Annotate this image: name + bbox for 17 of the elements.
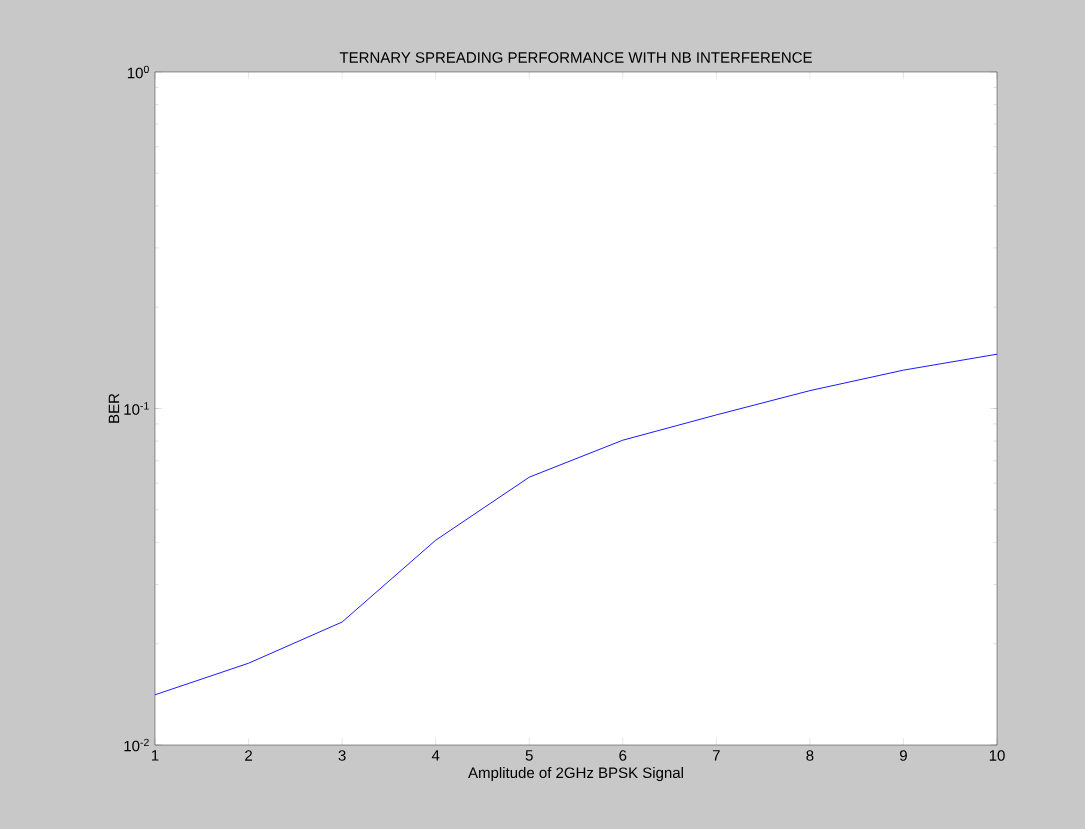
x-tick-label: 8 — [806, 750, 814, 761]
x-tick-label: 5 — [525, 750, 533, 761]
x-tick-label: 10 — [989, 750, 1005, 761]
x-tick-label: 2 — [245, 750, 252, 761]
x-axis-title: Amplitude of 2GHz BPSK Signal — [468, 767, 683, 781]
y-tick-label: 10$^{0}$ — [127, 65, 149, 79]
y-tick-label: 10$^{-1}$ — [124, 402, 149, 415]
line-series — [155, 353, 998, 696]
x-tick-label: 1 — [151, 750, 159, 761]
x-tick-label: 6 — [619, 750, 627, 761]
x-tick-label: 3 — [338, 750, 346, 761]
x-tick-label: 7 — [712, 750, 720, 761]
y-axis-title: BER — [108, 393, 120, 423]
y-tick-label: 10$^{-2}$ — [124, 738, 149, 752]
x-tick-label: 9 — [899, 750, 907, 761]
x-tick-label: 4 — [431, 750, 440, 761]
chart-title: TERNARY SPREADING PERFORMANCE WITH NB INTERFERENCE — [339, 52, 812, 63]
